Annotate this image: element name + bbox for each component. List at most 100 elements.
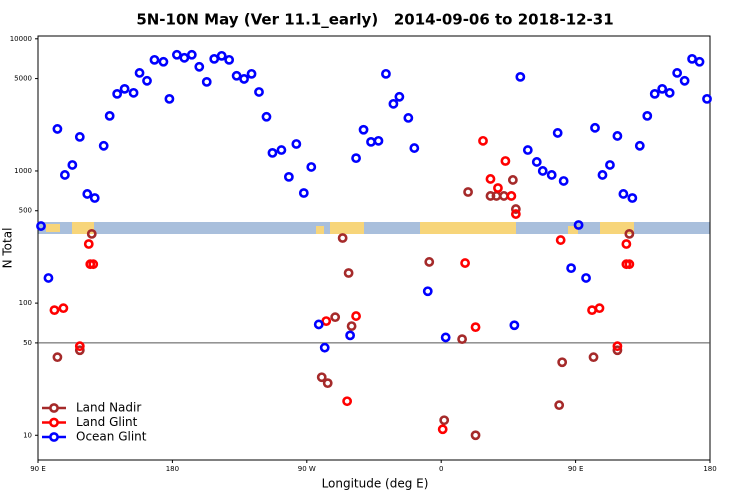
map-strip	[38, 222, 710, 234]
legend-marker	[49, 417, 59, 428]
data-point	[457, 334, 468, 345]
data-point	[510, 204, 521, 214]
x-tick-label: 90 W	[298, 465, 316, 473]
data-point	[231, 70, 242, 81]
data-point	[67, 160, 78, 170]
data-point	[119, 83, 130, 94]
data-point	[209, 53, 220, 64]
data-point	[672, 68, 683, 78]
plot-frame	[37, 35, 711, 461]
y-axis-label: N Total	[1, 228, 15, 269]
data-point	[104, 110, 115, 121]
y-tick-label: 5000	[14, 75, 32, 83]
data-point	[605, 160, 615, 170]
data-point	[558, 176, 569, 186]
data-point	[142, 75, 152, 86]
data-point	[702, 93, 712, 104]
data-point	[319, 342, 330, 353]
data-point	[478, 135, 488, 146]
data-point	[36, 221, 46, 231]
data-point	[267, 147, 278, 158]
data-point	[590, 122, 600, 133]
data-point	[657, 83, 668, 94]
data-point	[566, 263, 577, 274]
data-point	[291, 139, 302, 149]
data-point	[642, 110, 653, 121]
data-point	[679, 75, 690, 86]
data-point	[346, 321, 357, 332]
data-point	[424, 257, 435, 267]
data-point	[612, 341, 623, 352]
data-point	[313, 319, 324, 330]
data-point	[509, 320, 520, 331]
data-point	[500, 156, 511, 166]
data-point	[394, 91, 405, 102]
data-point	[52, 124, 63, 134]
data-point	[422, 286, 433, 297]
data-point	[612, 131, 623, 141]
data-point	[485, 174, 496, 184]
data-point	[470, 322, 481, 333]
data-point	[128, 87, 139, 98]
data-point	[594, 303, 605, 314]
data-point	[82, 189, 93, 199]
data-point	[573, 220, 584, 230]
data-point	[649, 88, 660, 99]
data-point	[52, 352, 63, 363]
data-point	[330, 312, 341, 323]
x-tick-label: 180	[166, 465, 179, 473]
y-tick-label: 500	[19, 207, 32, 215]
x-tick-label: 90 E	[568, 465, 584, 473]
data-point	[522, 145, 533, 155]
data-point	[316, 372, 327, 383]
data-point	[171, 49, 182, 60]
data-point	[554, 400, 565, 411]
data-point	[409, 143, 420, 153]
data-point	[88, 259, 99, 270]
data-point	[224, 54, 235, 65]
data-point	[74, 345, 85, 356]
data-point	[321, 316, 332, 327]
data-point	[358, 124, 369, 135]
data-point	[439, 415, 450, 426]
data-point	[179, 52, 190, 63]
data-point	[343, 268, 354, 278]
data-point	[470, 430, 481, 441]
data-point	[112, 88, 123, 99]
data-point	[581, 273, 591, 283]
y-tick-label: 100	[19, 299, 32, 307]
data-point	[557, 357, 568, 368]
data-point	[493, 183, 503, 193]
data-point	[694, 56, 705, 67]
data-point	[134, 68, 145, 78]
data-point	[59, 170, 70, 180]
data-point	[634, 140, 645, 151]
data-point	[283, 171, 294, 182]
data-point	[381, 68, 391, 79]
data-point	[351, 311, 361, 321]
data-point	[437, 424, 448, 435]
data-point	[531, 157, 542, 167]
data-point	[216, 50, 227, 61]
legend-marker	[49, 432, 59, 442]
data-point	[43, 273, 54, 283]
data-point	[546, 170, 557, 180]
data-point	[194, 61, 205, 72]
data-point	[506, 191, 517, 201]
data-point	[164, 93, 175, 104]
data-point	[621, 239, 632, 249]
data-point	[627, 193, 638, 203]
data-point	[158, 56, 169, 67]
data-point	[373, 135, 384, 146]
x-tick-label: 180	[703, 465, 716, 473]
data-point	[499, 191, 509, 201]
data-point	[306, 162, 317, 172]
data-point	[515, 71, 526, 82]
data-point	[507, 175, 518, 185]
data-point	[86, 228, 97, 239]
data-point	[276, 145, 287, 155]
data-point	[624, 259, 635, 270]
data-point	[186, 49, 197, 60]
